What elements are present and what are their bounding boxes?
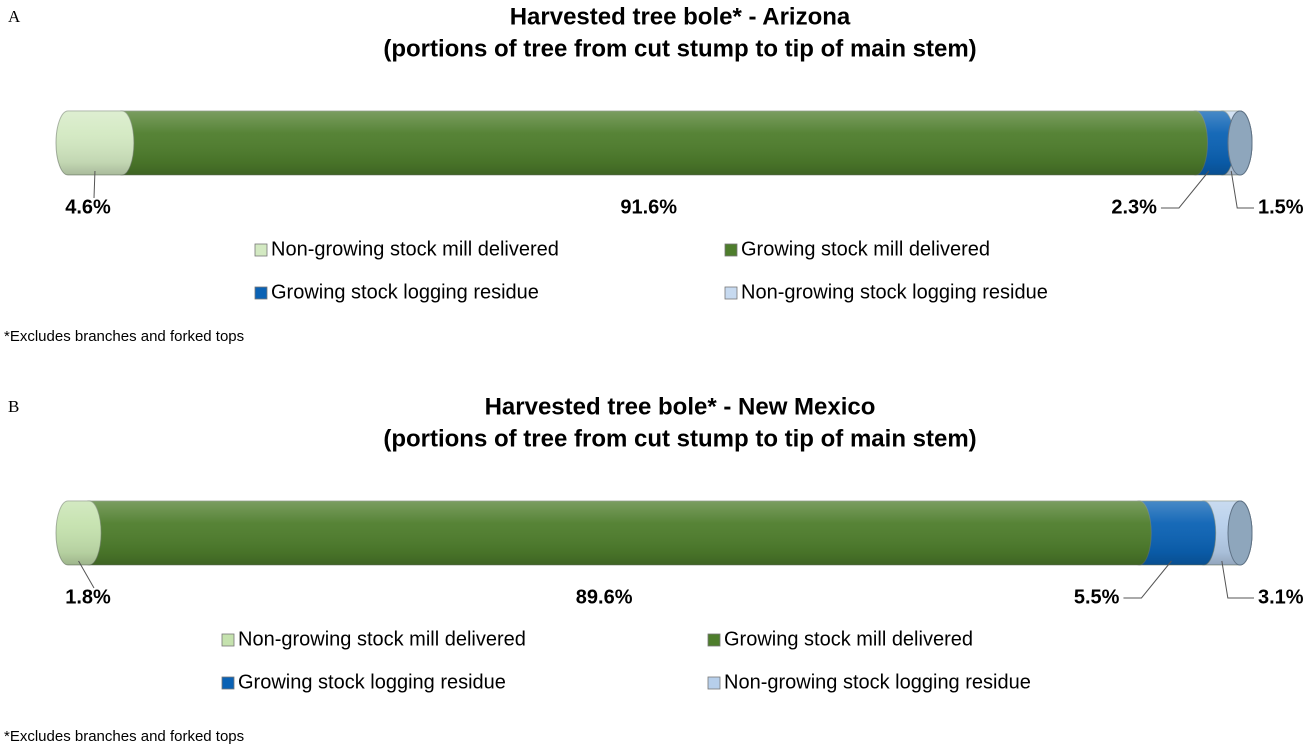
value-label: 4.6% xyxy=(65,196,111,218)
leader-line xyxy=(1221,560,1254,599)
legend-label: Non-growing stock mill delivered xyxy=(238,628,526,650)
legend-label: Growing stock logging residue xyxy=(271,281,539,303)
legend-swatch xyxy=(221,633,235,647)
legend-swatch xyxy=(707,676,721,690)
bar-segment xyxy=(55,500,102,566)
chart-title: Harvested tree bole* - Arizona xyxy=(510,3,851,30)
legend-swatch xyxy=(707,633,721,647)
bar-end-cap xyxy=(1227,110,1253,176)
bar-segment xyxy=(55,110,135,176)
footnote: *Excludes branches and forked tops xyxy=(4,328,244,345)
bar-segment xyxy=(109,110,1208,176)
value-label: 1.5% xyxy=(1258,196,1304,218)
value-label: 91.6% xyxy=(620,196,677,218)
legend-swatch xyxy=(724,243,738,257)
panel-label: A xyxy=(8,7,21,26)
value-label: 3.1% xyxy=(1258,586,1304,608)
leader-line xyxy=(93,170,96,199)
legend-label: Non-growing stock mill delivered xyxy=(271,238,559,260)
value-label: 1.8% xyxy=(65,586,111,608)
legend-swatch xyxy=(724,286,738,300)
value-label: 2.3% xyxy=(1111,196,1157,218)
leader-line xyxy=(1160,170,1210,209)
legend-swatch xyxy=(254,243,268,257)
chart-title: Harvested tree bole* - New Mexico xyxy=(485,393,876,420)
bar-end-cap xyxy=(1227,500,1253,566)
chart-subtitle: (portions of tree from cut stump to tip … xyxy=(383,35,976,62)
legend-swatch xyxy=(221,676,235,690)
footnote: *Excludes branches and forked tops xyxy=(4,728,244,745)
value-label: 89.6% xyxy=(576,586,633,608)
legend-swatch xyxy=(254,286,268,300)
legend-label: Growing stock mill delivered xyxy=(741,238,990,260)
bar-segment xyxy=(76,500,1152,566)
leader-line xyxy=(78,560,95,589)
leader-line xyxy=(1123,560,1172,599)
panel-label: B xyxy=(8,397,19,416)
legend-label: Non-growing stock logging residue xyxy=(741,281,1048,303)
legend-label: Non-growing stock logging residue xyxy=(724,671,1031,693)
leader-line xyxy=(1230,170,1254,209)
legend-label: Growing stock logging residue xyxy=(238,671,506,693)
value-label: 5.5% xyxy=(1074,586,1120,608)
legend-label: Growing stock mill delivered xyxy=(724,628,973,650)
chart-subtitle: (portions of tree from cut stump to tip … xyxy=(383,425,976,452)
